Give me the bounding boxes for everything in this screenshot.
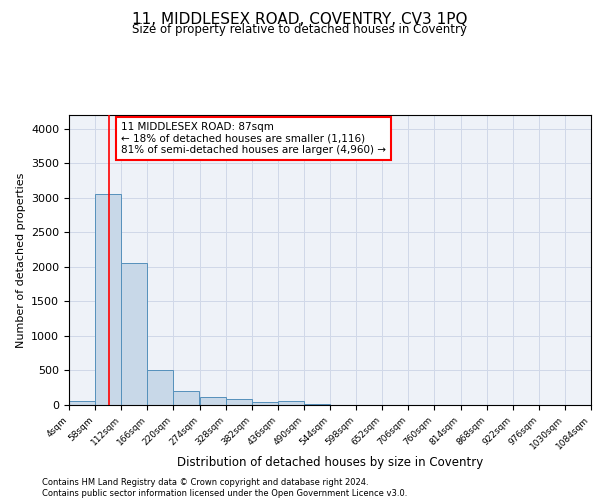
Bar xyxy=(278,401,304,405)
Text: Contains HM Land Registry data © Crown copyright and database right 2024.
Contai: Contains HM Land Registry data © Crown c… xyxy=(42,478,407,498)
Bar xyxy=(69,401,95,405)
Bar xyxy=(173,391,199,405)
Text: 11 MIDDLESEX ROAD: 87sqm
← 18% of detached houses are smaller (1,116)
81% of sem: 11 MIDDLESEX ROAD: 87sqm ← 18% of detach… xyxy=(121,122,386,155)
Bar xyxy=(252,402,278,405)
Bar xyxy=(148,370,173,405)
X-axis label: Distribution of detached houses by size in Coventry: Distribution of detached houses by size … xyxy=(177,456,483,469)
Text: Size of property relative to detached houses in Coventry: Size of property relative to detached ho… xyxy=(133,22,467,36)
Bar xyxy=(199,398,226,405)
Bar xyxy=(304,404,330,405)
Y-axis label: Number of detached properties: Number of detached properties xyxy=(16,172,26,348)
Bar xyxy=(95,194,121,405)
Bar xyxy=(226,400,252,405)
Text: 11, MIDDLESEX ROAD, COVENTRY, CV3 1PQ: 11, MIDDLESEX ROAD, COVENTRY, CV3 1PQ xyxy=(132,12,468,28)
Bar xyxy=(121,264,148,405)
